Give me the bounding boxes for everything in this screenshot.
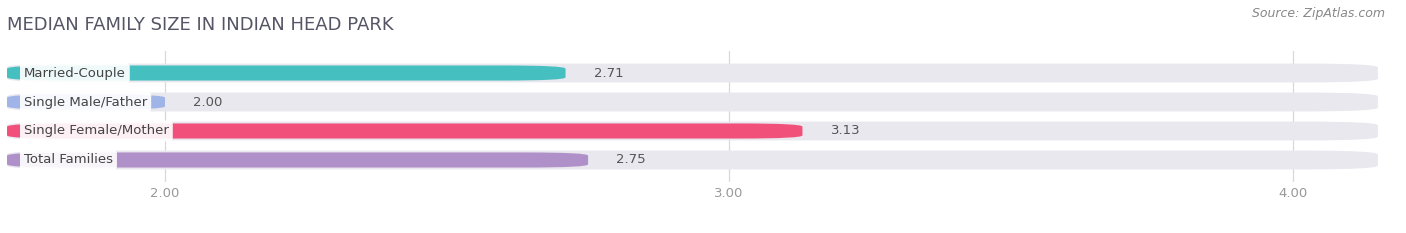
Text: Total Families: Total Families [24, 154, 112, 167]
Text: Source: ZipAtlas.com: Source: ZipAtlas.com [1251, 7, 1385, 20]
FancyBboxPatch shape [7, 123, 803, 139]
FancyBboxPatch shape [7, 64, 1378, 82]
FancyBboxPatch shape [7, 93, 1378, 111]
Text: Single Male/Father: Single Male/Father [24, 96, 148, 109]
Text: 2.00: 2.00 [193, 96, 222, 109]
Text: 2.75: 2.75 [616, 154, 645, 167]
Text: 3.13: 3.13 [831, 124, 860, 137]
FancyBboxPatch shape [7, 152, 588, 168]
FancyBboxPatch shape [7, 122, 1378, 140]
FancyBboxPatch shape [7, 65, 565, 81]
Text: Single Female/Mother: Single Female/Mother [24, 124, 169, 137]
Text: 2.71: 2.71 [593, 66, 623, 79]
FancyBboxPatch shape [7, 151, 1378, 169]
Text: MEDIAN FAMILY SIZE IN INDIAN HEAD PARK: MEDIAN FAMILY SIZE IN INDIAN HEAD PARK [7, 16, 394, 34]
FancyBboxPatch shape [7, 94, 165, 110]
Text: Married-Couple: Married-Couple [24, 66, 125, 79]
